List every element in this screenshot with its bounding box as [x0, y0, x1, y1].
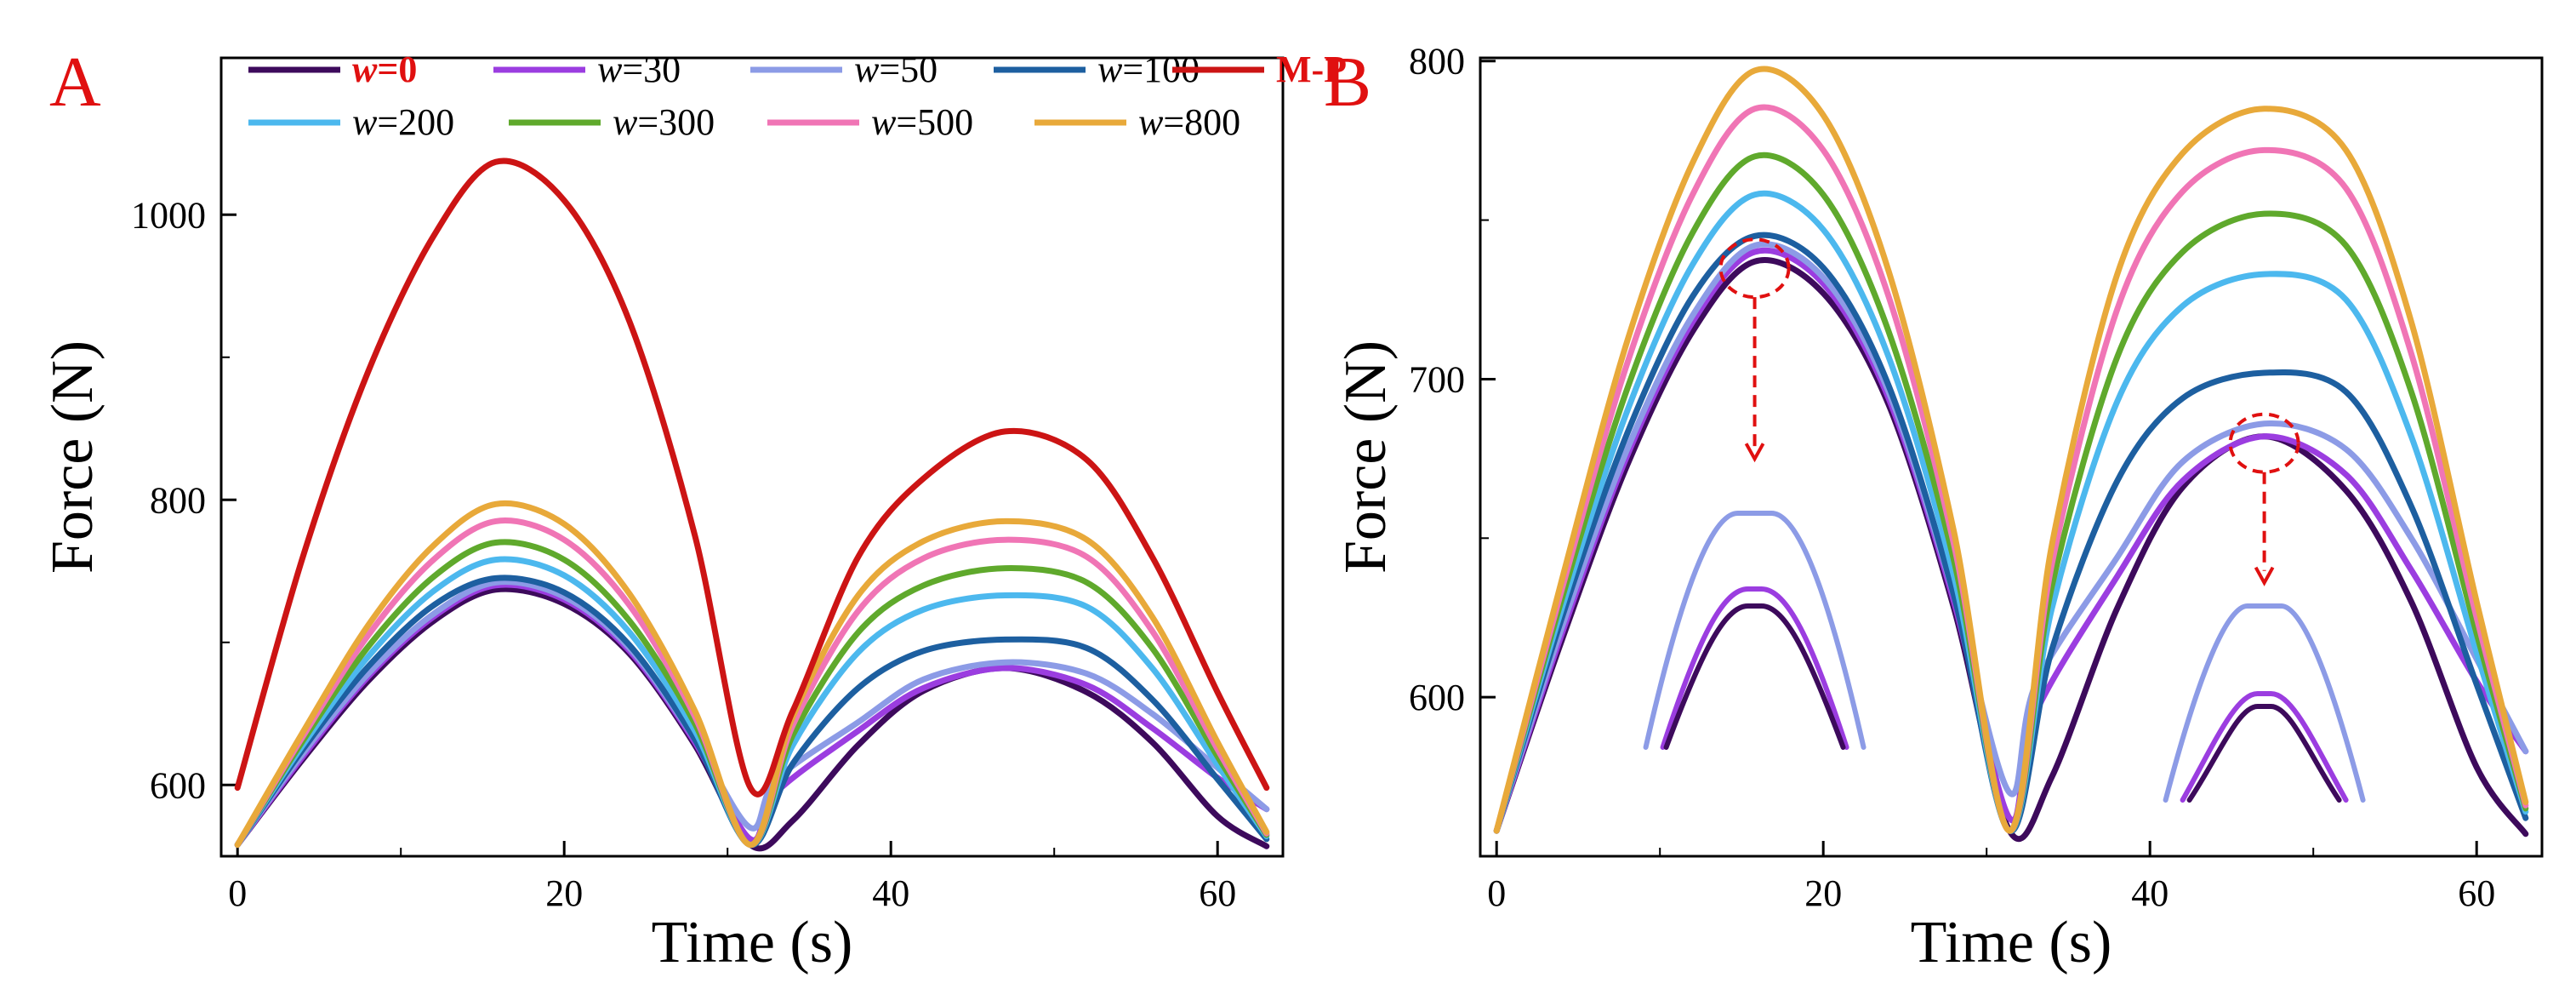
legend-label-w-50: w=50: [854, 49, 938, 90]
panel-b-zoom-marker-2: [2228, 412, 2300, 586]
panel-a-ylabel: Force (N): [40, 340, 105, 574]
panel-a-series-w-50: [234, 579, 1270, 849]
panel-b-series-w-50: [1493, 241, 2529, 834]
zoom-arrow-head: [2254, 566, 2275, 586]
panel-a-legend: w=0 w=30 w=50 w=100 M-Pw=200 w=300 w=500 w=800: [248, 49, 1347, 143]
panel-a-xlabel: Time (s): [652, 910, 853, 975]
panel-a-ytick-label: 1000: [131, 194, 206, 236]
legend-label-w-800: w=800: [1138, 101, 1240, 143]
panel-b-series-w-800: [1493, 66, 2529, 834]
panel-a-plot: 0 20 40 60 600 800 1000: [131, 157, 1270, 914]
panel-b-zoom-marker-1: [1718, 237, 1791, 463]
inset-curve-w-50: [2163, 603, 2366, 803]
inset-curve-w-0: [1663, 603, 1846, 750]
panel-b-xtick-label: 0: [1487, 872, 1506, 914]
inset-curve-w-30: [2180, 691, 2349, 803]
zoom-circle: [2228, 412, 2300, 474]
zoom-circle: [1718, 237, 1791, 300]
legend-label-w-300: w=300: [613, 101, 715, 143]
panel-b-plot: 0 20 40 60 600 700 800: [1409, 41, 2529, 914]
panel-a-xtick-label: 20: [545, 872, 583, 914]
zoom-arrow-head: [1744, 443, 1765, 463]
panel-b-xtick-label: 40: [2131, 872, 2169, 914]
panel-a-frame: [219, 56, 1285, 858]
panel-a-ytick-label: 800: [150, 479, 206, 521]
panel-a-label: A: [49, 43, 101, 122]
panel-b-inset-2: [2163, 603, 2366, 803]
panel-a-series-w-300: [234, 539, 1270, 849]
legend-label-w-500: w=500: [871, 101, 973, 143]
inset-curve-w-30: [1660, 586, 1849, 750]
legend-label-w-200: w=200: [352, 101, 454, 143]
panel-b-ylabel: Force (N): [1333, 340, 1399, 574]
panel-b-ytick-label: 800: [1409, 41, 1465, 83]
panel-b-label: B: [1324, 43, 1371, 122]
panel-b-series-group: [1493, 66, 2529, 842]
panel-b-ytick-label: 600: [1409, 677, 1465, 718]
panel-a-series-w-800: [234, 500, 1270, 849]
panel-b-inset-1: [1643, 511, 1866, 750]
inset-curve-w-0: [2186, 704, 2342, 803]
panel-a-series-group: [234, 157, 1270, 852]
panel-b-xtick-label: 60: [2458, 872, 2495, 914]
panel-b-ytick-label: 700: [1409, 358, 1465, 400]
panel-a-xtick-label: 60: [1199, 872, 1236, 914]
panel-a-ytick-label: 600: [150, 764, 206, 806]
panel-a-xtick-label: 40: [872, 872, 909, 914]
panel-a-series-m-p: [234, 157, 1270, 797]
legend-label-w-30: w=30: [597, 49, 681, 90]
panel-b-xtick-label: 20: [1804, 872, 1842, 914]
panel-b-frame: [1479, 56, 2544, 858]
inset-curve-w-50: [1643, 511, 1866, 750]
legend-label-m-p: M-P: [1276, 49, 1347, 90]
panel-b-xlabel: Time (s): [1911, 910, 2112, 975]
legend-label-w-0: w=0: [352, 49, 417, 90]
panel-a-xtick-label: 0: [228, 872, 247, 914]
